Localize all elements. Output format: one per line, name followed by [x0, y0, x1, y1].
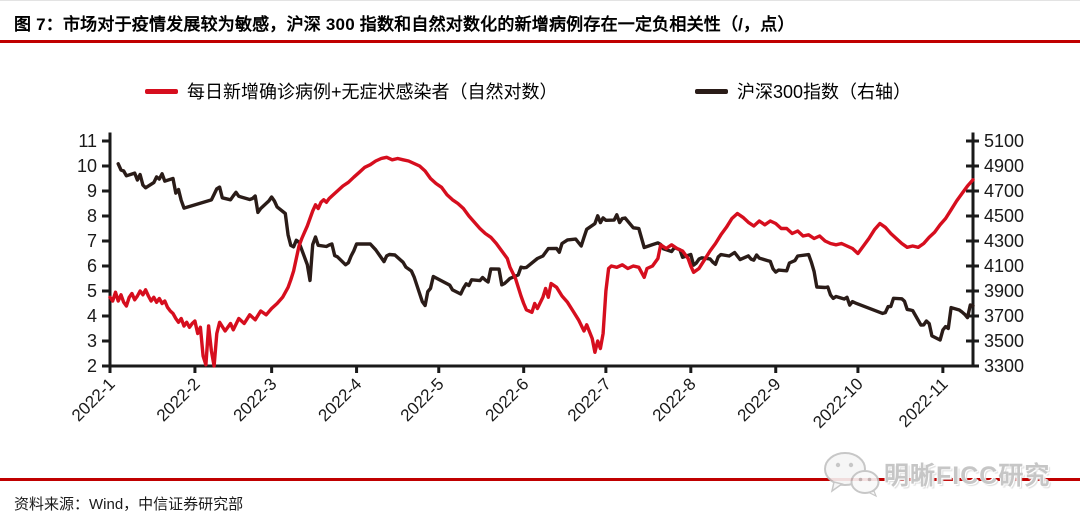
daily-cases-series-line: [108, 155, 975, 368]
source-note: 资料来源：Wind，中信证券研究部: [14, 496, 244, 513]
legend-item-csi300: 沪深300指数（右轴）: [695, 77, 911, 105]
left-axis-label: 8: [87, 206, 97, 226]
left-axis-label: 6: [87, 256, 97, 276]
chart-legend: 每日新增确诊病例+无症状感染者（自然对数） 沪深300指数（右轴）: [0, 77, 1080, 105]
right-axis-label: 3700: [984, 306, 1024, 326]
legend-label-daily-cases: 每日新增确诊病例+无症状感染者（自然对数）: [187, 82, 558, 102]
legend-label-csi300: 沪深300指数（右轴）: [737, 82, 912, 102]
footer-divider-rule: [0, 478, 1080, 481]
left-axis-label: 5: [87, 281, 97, 301]
left-axis-label: 9: [87, 181, 97, 201]
right-axis-label: 4300: [984, 231, 1024, 251]
watermark: 明晰FICC研究: [822, 449, 1072, 499]
right-axis-label: 3900: [984, 281, 1024, 301]
right-axis-label: 3300: [984, 356, 1024, 376]
x-axis-label: 2022-11: [895, 374, 952, 431]
right-axis-label: 4500: [984, 206, 1024, 226]
black-line-swatch: [695, 88, 728, 94]
legend-item-daily-cases: 每日新增确诊病例+无症状感染者（自然对数）: [145, 77, 558, 105]
right-axis-label: 4100: [984, 256, 1024, 276]
right-axis-label: 4700: [984, 181, 1024, 201]
left-axis-label: 10: [77, 156, 97, 176]
x-axis-label: 2022-4: [315, 374, 366, 425]
left-axis-label: 7: [87, 231, 97, 251]
left-axis-label: 2: [87, 356, 97, 376]
x-axis-label: 2022-1: [68, 374, 119, 425]
x-axis-label: 2022-8: [649, 374, 700, 425]
x-axis-label: 2022-2: [153, 374, 204, 425]
right-axis-label: 4900: [984, 156, 1024, 176]
wechat-icon: [824, 452, 880, 498]
right-axis-label: 3500: [984, 331, 1024, 351]
x-axis-label: 2022-9: [734, 374, 785, 425]
x-axis-label: 2022-10: [809, 374, 867, 432]
left-axis-label: 3: [87, 331, 97, 351]
right-axis-label: 5100: [984, 131, 1024, 151]
figure-title: 图 7：市场对于疫情发展较为敏感，沪深 300 指数和自然对数化的新增病例存在一…: [14, 15, 795, 34]
title-divider-rule: [0, 40, 1080, 43]
x-axis-label: 2022-6: [482, 374, 533, 425]
x-axis-label: 2022-7: [564, 374, 615, 425]
x-axis-label: 2022-3: [230, 374, 281, 425]
x-axis-label: 2022-5: [397, 374, 448, 425]
left-axis-label: 11: [78, 131, 97, 151]
watermark-text: 明晰FICC研究: [884, 462, 1051, 490]
csi300-series-line: [116, 162, 975, 342]
red-line-swatch: [145, 88, 178, 94]
left-axis-label: 4: [87, 306, 97, 326]
